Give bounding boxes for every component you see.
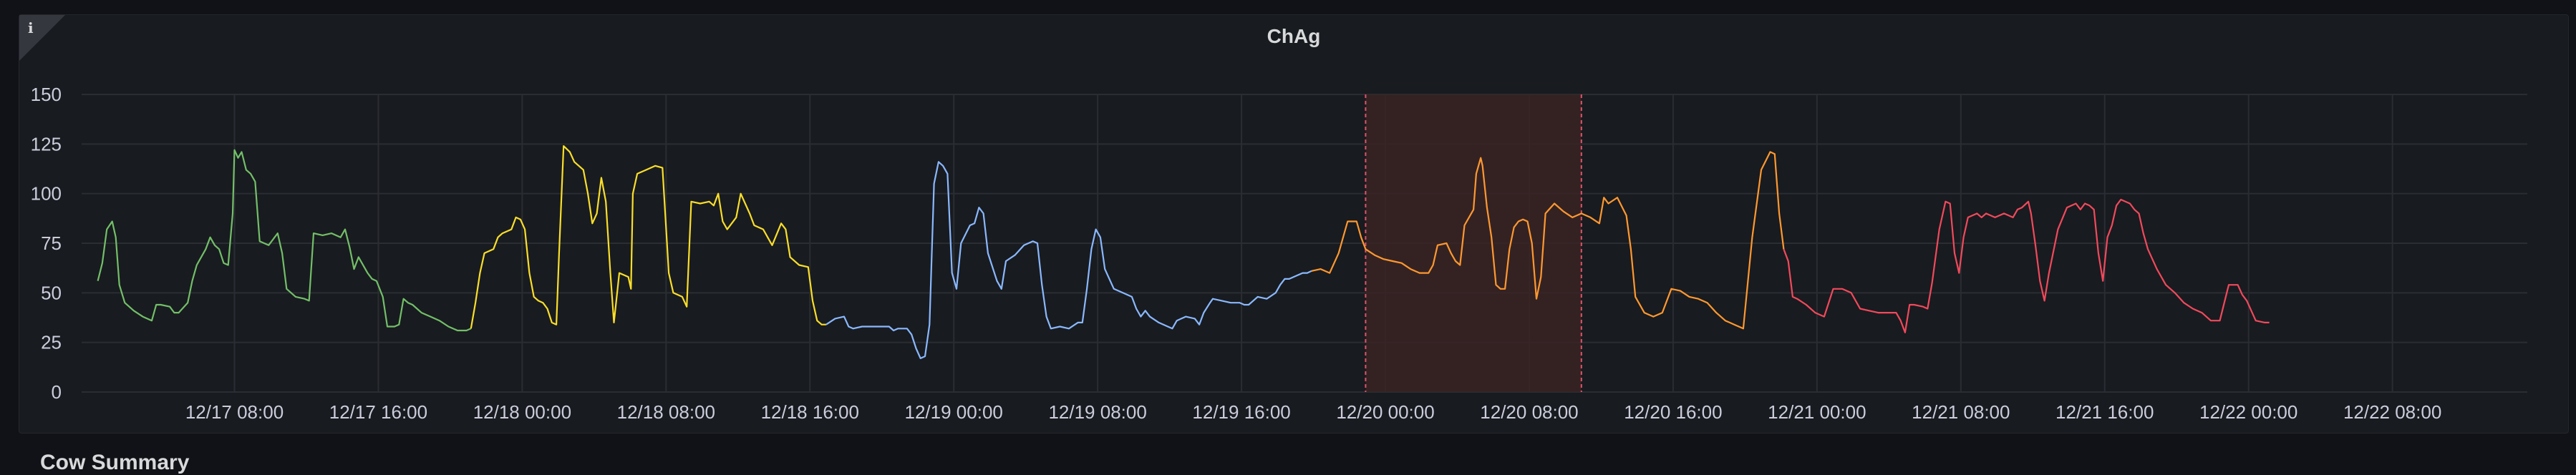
grid-lines <box>82 94 2527 393</box>
x-tick-label: 12/22 08:00 <box>2343 401 2441 423</box>
y-axis-tick-labels: 0 25 50 75 100 125 150 <box>31 84 62 403</box>
x-tick-label: 12/19 08:00 <box>1048 401 1146 423</box>
series-lines <box>97 145 2270 359</box>
y-tick-label: 150 <box>31 84 62 105</box>
series-line-yellow <box>470 145 826 329</box>
y-tick-label: 0 <box>52 381 62 403</box>
x-tick-label: 12/22 00:00 <box>2199 401 2297 423</box>
x-tick-label: 12/18 08:00 <box>617 401 715 423</box>
series-line-green <box>97 149 472 332</box>
x-tick-label: 12/17 08:00 <box>185 401 284 423</box>
y-tick-label: 25 <box>41 332 62 353</box>
x-axis-tick-labels: 12/17 08:00 12/17 16:00 12/18 00:00 12/18 0… <box>185 401 2441 423</box>
y-tick-label: 50 <box>41 282 62 303</box>
x-tick-label: 12/21 16:00 <box>2056 401 2154 423</box>
y-tick-label: 75 <box>41 232 62 254</box>
series-line-red <box>1783 198 2270 333</box>
x-tick-label: 12/21 08:00 <box>1912 401 2010 423</box>
chart-panel: i ChAg <box>19 14 2569 434</box>
x-tick-label: 12/20 16:00 <box>1624 401 1722 423</box>
x-tick-label: 12/17 16:00 <box>329 401 427 423</box>
annotation-region-fill <box>1365 94 1582 392</box>
info-icon[interactable]: i <box>28 19 34 36</box>
x-tick-label: 12/20 00:00 <box>1336 401 1434 423</box>
panel-title[interactable]: ChAg <box>1267 25 1321 47</box>
x-tick-label: 12/20 08:00 <box>1480 401 1578 423</box>
x-tick-label: 12/19 00:00 <box>905 401 1003 423</box>
y-tick-label: 125 <box>31 133 62 155</box>
y-tick-label: 100 <box>31 183 62 205</box>
series-line-orange <box>1311 151 1785 330</box>
series-line-blue <box>825 161 1312 359</box>
x-tick-label: 12/21 00:00 <box>1768 401 1866 423</box>
annotation-region <box>1365 94 1582 392</box>
cow-summary-title: Cow Summary <box>40 451 190 474</box>
x-tick-label: 12/19 16:00 <box>1192 401 1290 423</box>
x-tick-label: 12/18 00:00 <box>473 401 571 423</box>
x-tick-label: 12/18 16:00 <box>761 401 859 423</box>
panel-info-corner[interactable] <box>19 15 65 61</box>
